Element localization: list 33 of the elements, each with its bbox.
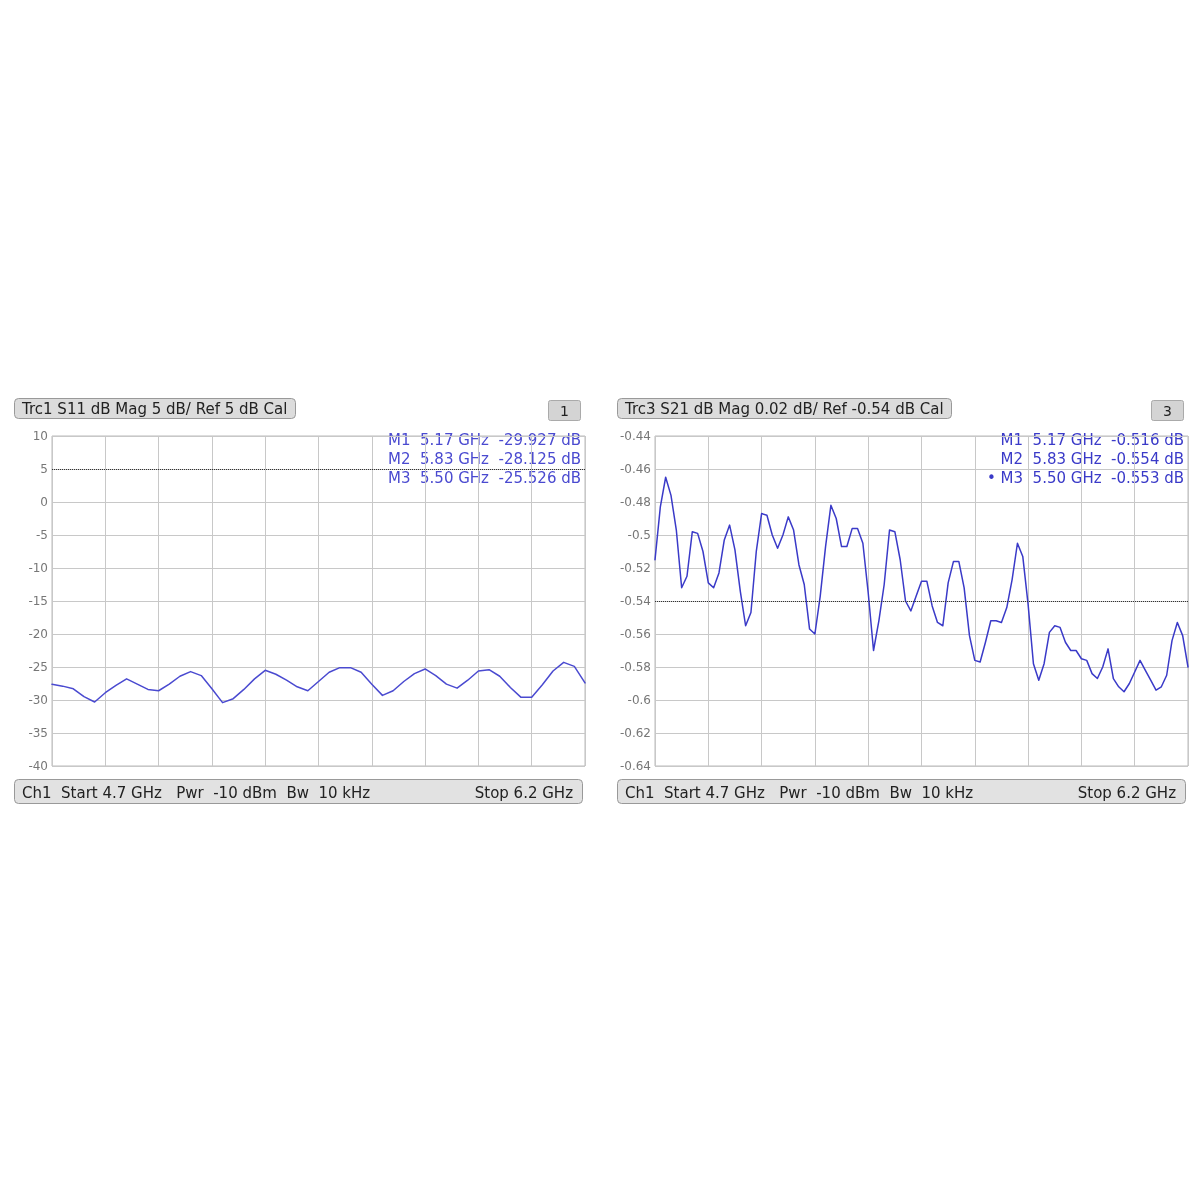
y-tick-label: -25 — [28, 660, 48, 674]
text: 3 — [1163, 402, 1172, 419]
text: Stop 6.2 GHz — [1077, 783, 1177, 802]
y-tick-label: -0.44 — [619, 429, 651, 443]
y-tick-label: -0.64 — [619, 759, 651, 773]
y-tick-label: -35 — [28, 726, 48, 740]
y-tick-label: 5 — [40, 462, 48, 476]
y-tick-label: -0.5 — [627, 528, 651, 542]
y-tick-label: -30 — [28, 693, 48, 707]
y-tick-label: 0 — [40, 495, 48, 509]
y-tick-label: -0.58 — [619, 660, 651, 674]
y-tick-label: -0.46 — [619, 462, 651, 476]
y-tick-label: -5 — [36, 528, 48, 542]
text: 1 — [560, 402, 569, 419]
chart-title: Trc3 S21 dB Mag 0.02 dB/ Ref -0.54 dB Cal — [624, 399, 944, 418]
y-tick-label: -10 — [28, 561, 48, 575]
y-tick-label: 10 — [32, 429, 48, 443]
y-tick-label: -0.54 — [619, 594, 651, 608]
chart-title: Trc1 S11 dB Mag 5 dB/ Ref 5 dB Cal — [21, 399, 288, 418]
annotation: M2 5.83 GHz -0.554 dB — [1000, 449, 1184, 468]
y-tick-label: -0.48 — [619, 495, 651, 509]
y-tick-label: -15 — [28, 594, 48, 608]
y-tick-label: -40 — [28, 759, 48, 773]
line-series — [51, 661, 586, 704]
y-tick-label: -0.52 — [619, 561, 651, 575]
y-tick-label: -0.62 — [619, 726, 651, 740]
y-tick-label: -0.6 — [627, 693, 651, 707]
y-tick-label: -20 — [28, 627, 48, 641]
annotation: • M3 5.50 GHz -0.553 dB — [986, 468, 1185, 487]
text: Stop 6.2 GHz — [474, 783, 574, 802]
text: Ch1 Start 4.7 GHz Pwr -10 dBm Bw 10 kHz — [625, 783, 974, 802]
text: Ch1 Start 4.7 GHz Pwr -10 dBm Bw 10 kHz — [22, 783, 371, 802]
y-tick-label: -0.56 — [619, 627, 651, 641]
